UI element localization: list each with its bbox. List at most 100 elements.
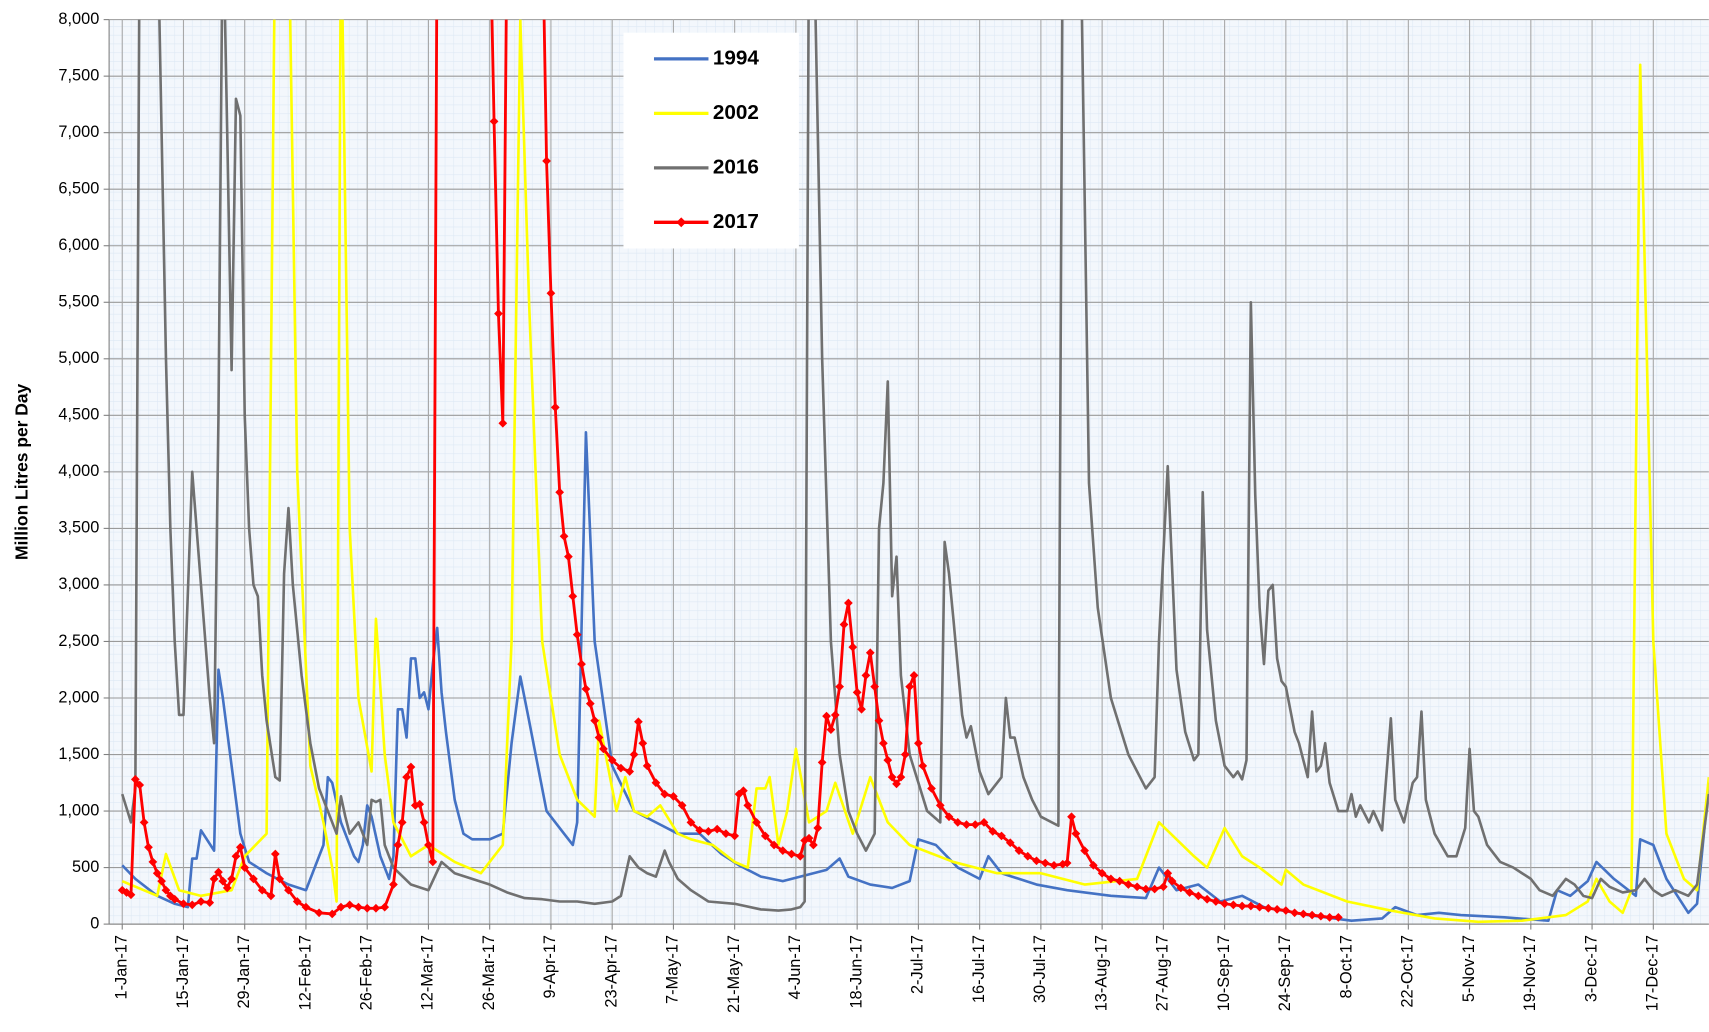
series-marker [489,117,499,126]
series-marker [402,772,411,782]
series-marker [935,801,945,810]
series-marker [1228,900,1238,910]
series-marker [743,801,753,810]
series-marker [139,817,149,827]
series-marker [196,897,206,906]
series-marker [695,825,705,835]
series-marker [498,418,508,428]
series-marker [240,863,250,872]
series-marker [559,531,569,541]
x-tick-label: 26-Feb-17 [358,935,376,1010]
series-marker [157,876,166,886]
series-marker [830,710,840,720]
x-tick-label: 13-Aug-17 [1092,935,1110,1011]
series-line [121,430,1709,923]
series-marker [1150,884,1159,894]
legend-label: 1994 [713,46,760,69]
series-marker [354,902,363,912]
x-tick-label: 3-Dec-17 [1582,935,1600,1002]
series-marker [752,817,761,827]
series-marker [292,897,302,906]
series-marker [205,898,215,907]
series-marker [393,840,403,850]
series-marker [651,778,661,788]
series-marker [1272,905,1282,914]
y-tick-label: 5,500 [58,293,99,311]
series-marker [883,755,893,765]
y-tick-label: 500 [72,858,99,876]
series-marker [962,820,971,829]
series-line [121,19,1709,924]
series-marker [1005,838,1015,848]
series-marker [209,874,219,884]
y-tick-label: 4,000 [58,462,99,480]
series-marker [235,842,245,852]
y-tick-label: 0 [90,914,99,932]
series-marker [284,885,293,895]
series-marker [616,763,626,773]
series-marker [822,711,831,721]
series-marker [1124,880,1133,889]
series-marker [161,885,171,895]
series-marker [148,857,158,867]
series-marker [795,851,805,861]
x-tick-label: 19-Nov-17 [1521,935,1539,1011]
x-tick-label: 12-Mar-17 [419,935,437,1010]
series-marker [1211,897,1221,906]
series-marker [424,840,433,850]
series-marker [1106,874,1116,884]
series-marker [389,880,398,889]
y-tick-label: 8,000 [58,10,99,28]
series-marker [179,899,188,909]
series-marker [914,738,923,748]
x-tick-label: 10-Sep-17 [1215,935,1233,1011]
x-tick-label: 2-Jul-17 [909,935,927,994]
y-tick-label: 6,000 [58,236,99,254]
series-marker [660,789,670,799]
series-marker [170,894,180,904]
x-tick-label: 4-Jun-17 [786,935,804,999]
x-tick-label: 21-May-17 [725,935,743,1013]
x-tick-label: 12-Feb-17 [296,935,314,1010]
series-marker [607,755,617,765]
y-tick-label: 4,500 [58,406,99,424]
x-tick-label: 9-Apr-17 [541,935,559,999]
x-tick-label: 27-Aug-17 [1154,935,1172,1011]
series-marker [686,817,696,827]
x-tick-label: 15-Jan-17 [174,935,192,1009]
series-marker [1141,884,1151,894]
legend-label: 2017 [713,210,759,233]
series-marker [415,799,425,809]
series-marker [809,840,818,850]
series-marker [585,699,595,709]
x-tick-label: 29-Jan-17 [235,935,253,1009]
x-tick-label: 22-Oct-17 [1399,935,1417,1008]
y-tick-label: 1,500 [58,745,99,763]
series-marker [231,851,241,861]
x-tick-label: 1-Jan-17 [113,935,131,999]
series-marker [577,659,586,669]
x-tick-label: 17-Dec-17 [1644,935,1662,1011]
series-marker [669,791,678,801]
y-tick-label: 5,000 [58,349,99,367]
series-marker [1067,812,1076,822]
x-tick-label: 8-Oct-17 [1337,935,1355,999]
series-marker [1058,859,1068,869]
y-tick-label: 7,500 [58,66,99,84]
series-marker [1115,876,1124,886]
series-marker [970,820,980,829]
x-tick-label: 18-Jun-17 [847,935,865,1009]
series-marker [345,900,355,910]
series-marker [1325,912,1334,922]
series-marker [187,900,197,910]
x-tick-label: 30-Jul-17 [1031,935,1049,1003]
series-marker [1159,882,1168,892]
series-marker [130,775,140,784]
series-marker [397,817,407,827]
series-line [120,19,1709,912]
series-marker [826,725,836,735]
legend-label: 2002 [713,101,759,124]
series-marker [214,867,223,877]
series-marker [1132,882,1142,892]
